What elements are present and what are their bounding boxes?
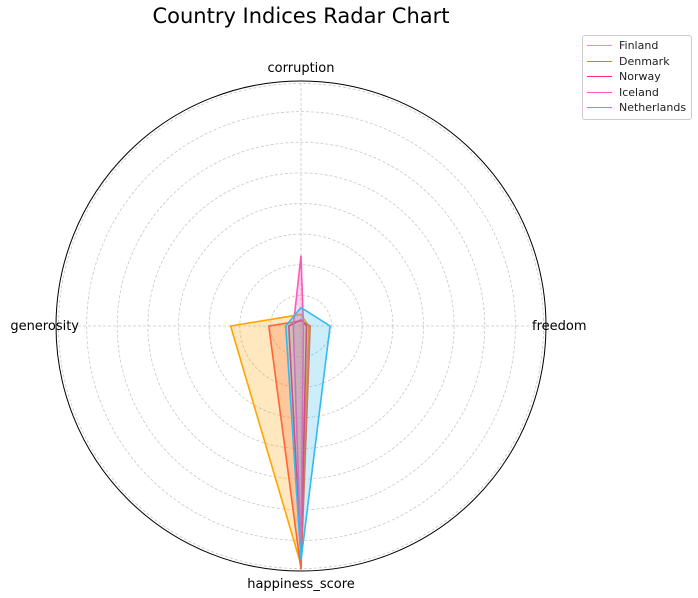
axis-label-corruption: corruption [268,61,335,76]
legend-swatch-iceland [587,91,612,93]
legend-item-netherlands: Netherlands [583,100,691,116]
legend-swatch-finland [587,45,612,47]
grid-ring [147,172,455,480]
axis-label-generosity: generosity [10,319,79,334]
legend-label-norway: Norway [619,70,661,84]
legend-item-finland: Finland [583,38,691,54]
series-area-iceland [293,255,304,556]
grid-ring [116,141,486,511]
series-area-netherlands [285,307,331,561]
series-line-denmark [267,319,312,570]
axis-label-freedom: freedom [532,319,587,334]
legend-swatch-norway [587,76,612,78]
legend-label-netherlands: Netherlands [619,101,687,115]
legend-swatch-netherlands [587,107,612,109]
legend: Finland Denmark Norway Iceland Netherlan… [582,35,692,120]
series-layer [229,255,331,570]
legend-item-norway: Norway [583,69,691,85]
legend-item-iceland: Iceland [583,85,691,101]
legend-item-denmark: Denmark [583,54,691,70]
legend-swatch-denmark [587,60,612,62]
polar-frame [55,80,547,572]
series-line-netherlands [284,306,331,561]
legend-label-finland: Finland [619,39,659,53]
legend-label-denmark: Denmark [619,54,670,68]
legend-label-iceland: Iceland [619,85,659,99]
radar-grid [55,80,547,572]
chart-title: Country Indices Radar Chart [152,4,449,28]
axis-label-happiness-score: happiness_score [247,577,355,592]
